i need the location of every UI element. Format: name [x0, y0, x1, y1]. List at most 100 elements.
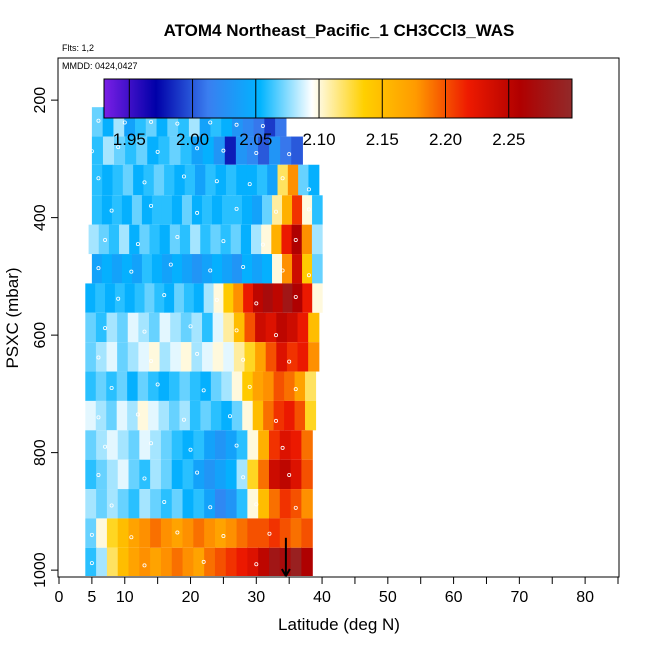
sample-point — [109, 208, 114, 213]
heatmap-cell — [139, 518, 151, 548]
sample-point — [227, 414, 232, 419]
marker-arrow-head — [285, 568, 291, 577]
colorbar: 1.95 2.00 2.05 2.10 2.15 2.20 2.25 — [103, 78, 573, 149]
heatmap-cell — [171, 489, 184, 519]
colorbar-tick-label-4: 2.15 — [366, 130, 399, 149]
heatmap-cell — [223, 342, 235, 372]
y-tick-label: 1000 — [32, 552, 49, 588]
heatmap-cell — [269, 136, 281, 165]
heatmap-cell — [263, 371, 275, 401]
heatmap-cell — [308, 312, 320, 343]
heatmap-cell — [117, 342, 129, 372]
heatmap-cell — [291, 136, 303, 165]
heatmap-cell — [241, 195, 253, 225]
heatmap-cell — [88, 224, 100, 255]
heatmap-cell — [160, 518, 173, 548]
heatmap-cell — [301, 459, 313, 490]
heatmap-cell — [133, 164, 145, 196]
heatmap-cell — [244, 342, 256, 372]
heatmap-cell — [305, 371, 317, 401]
sample-point — [103, 326, 108, 331]
heatmap-cell — [233, 312, 246, 343]
heatmap-cell — [264, 107, 276, 137]
heatmap-cell — [139, 430, 151, 460]
sample-point — [109, 385, 114, 390]
heatmap-cell — [272, 283, 284, 313]
heatmap-cell — [301, 430, 313, 460]
heatmap-cell — [91, 136, 104, 165]
heatmap-cell — [220, 224, 232, 255]
heatmap-cell — [231, 254, 243, 284]
heatmap-cell — [203, 283, 215, 313]
heatmap-cell — [214, 430, 227, 460]
heatmap-cell — [247, 430, 259, 460]
heatmap-cell — [85, 459, 97, 490]
heatmap-cell — [221, 107, 233, 137]
heatmap-cell — [193, 518, 205, 548]
sample-point — [208, 268, 213, 273]
sample-point — [208, 505, 213, 510]
sample-point — [142, 180, 147, 185]
heatmap-cell — [131, 195, 143, 225]
heatmap-cell — [95, 371, 107, 401]
sample-point — [175, 530, 180, 535]
heatmap-cell — [221, 371, 233, 401]
heatmap-cell — [225, 489, 238, 519]
heatmap-cell — [302, 254, 313, 284]
heatmap-cell — [136, 136, 148, 165]
heatmap-cell — [112, 164, 124, 196]
heatmap-cell — [261, 224, 272, 255]
heatmap-cell — [279, 459, 292, 490]
heatmap-cell — [179, 400, 191, 431]
heatmap-cell — [210, 224, 222, 255]
heatmap-cell — [202, 136, 215, 165]
heatmap-cell — [279, 518, 292, 548]
sample-point — [287, 472, 292, 477]
sample-point — [89, 532, 94, 537]
y-axis-label: PSXC (mbar) — [3, 267, 22, 368]
heatmap-cell — [247, 518, 259, 548]
colorbar-gradient — [103, 78, 573, 119]
heatmap-cell — [184, 164, 196, 196]
sample-point — [162, 499, 167, 504]
sample-point — [247, 384, 252, 389]
sample-point — [274, 209, 279, 214]
sample-point — [96, 472, 101, 477]
sample-point — [260, 123, 265, 128]
heatmap-cell — [247, 547, 259, 576]
heatmap-cell — [290, 547, 302, 576]
sample-point — [293, 505, 298, 510]
heatmap-cell — [189, 371, 201, 401]
heatmap-cell — [169, 136, 182, 165]
heatmap-cell — [231, 371, 243, 401]
sample-point — [96, 415, 101, 420]
sample-point — [188, 447, 193, 452]
heatmap-cell — [171, 459, 184, 490]
heatmap-cell — [214, 518, 227, 548]
sample-point — [103, 444, 108, 449]
heatmap-cell — [262, 254, 273, 284]
heatmap-cell — [160, 489, 173, 519]
heatmap-cell — [85, 400, 97, 431]
heatmap-cell — [144, 283, 155, 313]
heatmap-cell — [268, 489, 281, 519]
heatmap-cell — [241, 254, 253, 284]
heatmap-cell — [212, 342, 224, 372]
heatmap-cell — [242, 371, 254, 401]
sample-point — [201, 559, 206, 564]
heatmap-cell — [134, 107, 147, 137]
sample-point — [149, 119, 154, 124]
heatmap-cell — [282, 283, 294, 313]
sample-point — [241, 264, 246, 269]
heatmap-cell — [265, 342, 277, 372]
heatmap-cell — [147, 136, 159, 165]
heatmap-cell — [200, 371, 212, 401]
heatmap-cell — [292, 195, 303, 225]
sample-point — [142, 329, 147, 334]
heatmap-cell — [235, 136, 248, 165]
heatmap-cell — [106, 518, 119, 548]
x-tick-label: 20 — [182, 589, 200, 606]
colorbar-tick-label-5: 2.20 — [429, 130, 462, 149]
heatmap-cell — [223, 312, 235, 343]
heatmap-cell — [236, 518, 248, 548]
